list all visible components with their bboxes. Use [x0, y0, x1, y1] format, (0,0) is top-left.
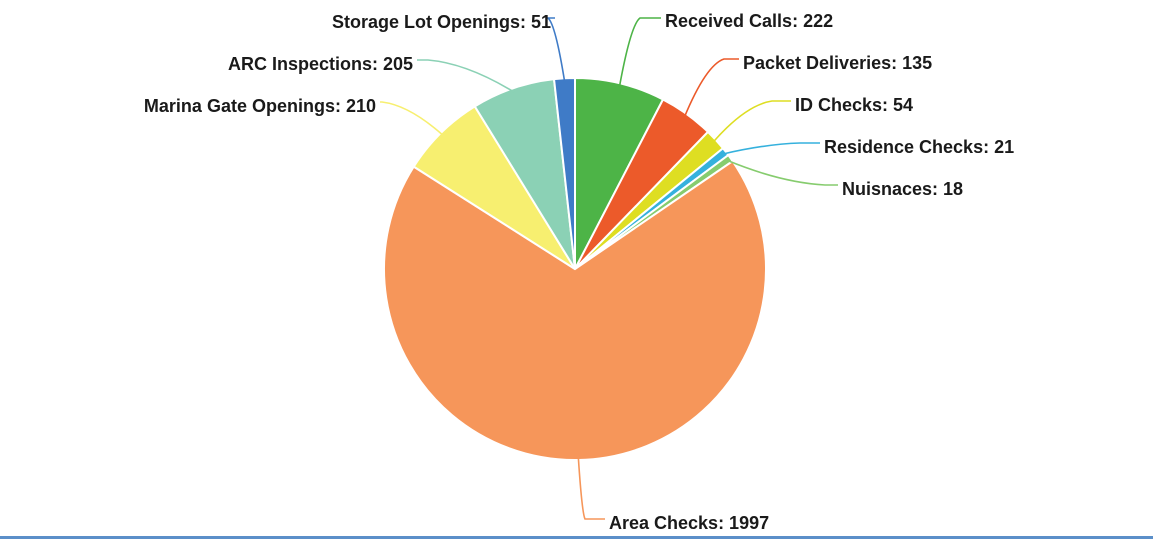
data-label-id-checks: ID Checks: 54	[795, 95, 913, 115]
data-label-received-calls: Received Calls: 222	[665, 11, 833, 31]
leader-line-area-checks	[577, 455, 605, 520]
data-label-nuisnaces: Nuisnaces: 18	[842, 179, 963, 199]
data-label-marina-gate-openings: Marina Gate Openings: 210	[144, 96, 376, 116]
leader-line-id-checks	[712, 100, 791, 144]
data-label-area-checks: Area Checks: 1997	[609, 513, 769, 533]
leader-line-marina-gate-openings	[380, 101, 445, 137]
leader-line-packet-deliveries	[683, 58, 739, 118]
data-label-residence-checks: Residence Checks: 21	[824, 137, 1014, 157]
leader-line-arc-inspections	[417, 59, 515, 93]
data-label-arc-inspections: ARC Inspections: 205	[228, 54, 413, 74]
leader-line-nuisnaces	[726, 159, 838, 186]
leader-line-storage-lot-openings	[545, 17, 566, 83]
leader-line-received-calls	[618, 17, 661, 88]
data-labels: Received Calls: 222 Packet Deliveries: 13…	[144, 11, 1014, 533]
data-label-storage-lot-openings: Storage Lot Openings: 51	[332, 12, 551, 32]
leader-lines	[380, 17, 838, 520]
pie-slices	[383, 76, 767, 461]
leader-line-residence-checks	[722, 142, 820, 155]
data-label-packet-deliveries: Packet Deliveries: 135	[743, 53, 932, 73]
bottom-divider	[0, 536, 1153, 539]
